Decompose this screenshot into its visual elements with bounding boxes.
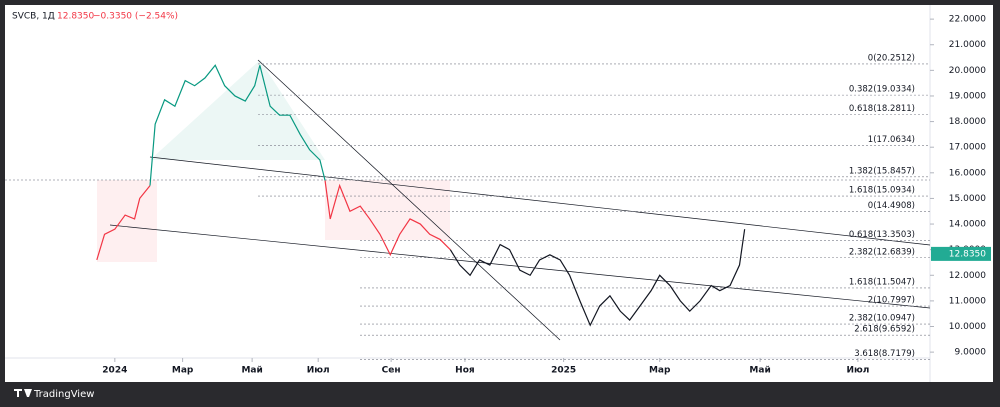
brand: TradingView: [33, 389, 94, 400]
fib-label: 2.618(9.6592): [854, 325, 915, 335]
x-tick-label: Июл: [307, 366, 330, 376]
fib-label: 0(20.2512): [868, 53, 915, 63]
fib-label: 0.382(19.0334): [849, 85, 915, 95]
fib-label: 2.382(12.6839): [849, 247, 915, 257]
fib-label: 0.618(13.3503): [849, 230, 915, 240]
fib-label: 2(10.7997): [868, 296, 915, 306]
y-tick-label: 17.0000: [949, 143, 986, 153]
fib-label: 1.618(15.0934): [849, 186, 915, 196]
price-line: [96, 185, 151, 261]
x-tick-label: 2024: [102, 366, 127, 376]
price-tag-label: 12.8350: [949, 249, 986, 259]
x-tick-label: 2025: [551, 366, 576, 376]
y-tick-label: 12.0000: [949, 271, 986, 281]
trend-line: [257, 59, 561, 341]
fib-label: 0(14.4908): [868, 201, 915, 211]
x-tick-label: Май: [241, 366, 262, 376]
last-price: 12.8350: [57, 12, 94, 22]
x-tick-label: Мар: [649, 366, 671, 376]
x-tick-label: Май: [749, 366, 770, 376]
trend-line: [149, 156, 931, 246]
x-tick-label: Июл: [846, 366, 869, 376]
fib-label: 2.382(10.0947): [849, 314, 915, 324]
y-tick-label: 20.0000: [949, 66, 986, 76]
y-tick-label: 15.0000: [949, 194, 986, 204]
y-tick-label: 16.0000: [949, 168, 986, 178]
chart-panel: [5, 5, 993, 382]
y-tick-label: 19.0000: [949, 91, 986, 101]
y-tick-label: 18.0000: [949, 117, 986, 127]
y-tick-label: 10.0000: [949, 322, 986, 332]
fib-label: 1.618(11.5047): [849, 277, 915, 287]
symbol: SVCB, 1Д: [12, 12, 55, 22]
trend-line: [109, 224, 931, 309]
y-tick-label: 9.0000: [955, 348, 987, 358]
brand-logo: [14, 389, 32, 397]
y-tick-label: 11.0000: [949, 296, 986, 306]
fib-label: 1.382(15.8457): [849, 166, 915, 176]
fib-label: 0.618(18.2811): [849, 104, 915, 114]
y-tick-label: 22.0000: [949, 15, 986, 25]
x-tick-label: Мар: [172, 366, 194, 376]
price-line: [449, 229, 746, 327]
fib-label: 3.618(8.7179): [854, 349, 915, 359]
price-line: [324, 180, 451, 257]
fib-label: 1(17.0634): [868, 135, 915, 145]
price-change: −0.3350 (−2.54%): [93, 12, 178, 22]
y-tick-label: 21.0000: [949, 40, 986, 50]
range-box: [150, 60, 325, 160]
x-tick-label: Ноя: [455, 366, 475, 376]
price-line: [149, 64, 326, 186]
range-box: [97, 180, 157, 262]
range-box: [325, 180, 450, 240]
x-tick-label: Сен: [382, 366, 401, 376]
price-tag: [931, 246, 991, 261]
y-tick-label: 14.0000: [949, 220, 986, 230]
